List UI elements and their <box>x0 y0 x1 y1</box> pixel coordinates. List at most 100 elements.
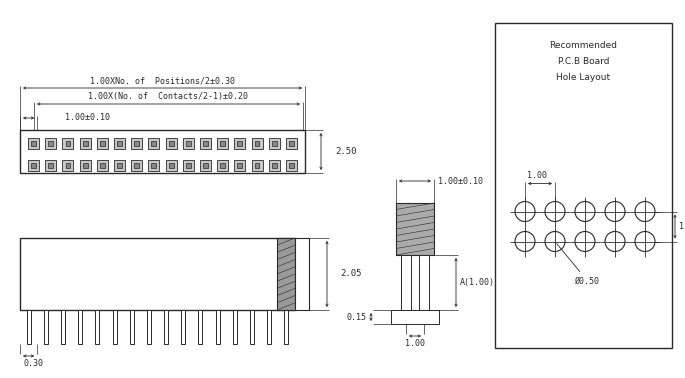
Bar <box>169 163 173 168</box>
Bar <box>183 160 194 171</box>
Bar <box>238 141 242 146</box>
Text: 1.00±0.10: 1.00±0.10 <box>65 113 110 122</box>
Bar <box>151 163 156 168</box>
Bar <box>78 310 82 344</box>
Bar <box>44 310 48 344</box>
Bar <box>164 310 168 344</box>
Text: 1.00XNo. of  Positions/2±0.30: 1.00XNo. of Positions/2±0.30 <box>90 76 235 85</box>
Bar <box>267 310 271 344</box>
Bar <box>27 310 31 344</box>
Bar <box>203 163 208 168</box>
Bar <box>250 310 254 344</box>
Bar <box>166 160 177 171</box>
Bar <box>284 310 288 344</box>
Text: 1.00±0.10: 1.00±0.10 <box>438 177 483 186</box>
Bar <box>134 141 139 146</box>
Text: P.C.B Board: P.C.B Board <box>558 56 609 65</box>
Text: 1.00: 1.00 <box>405 339 425 347</box>
Bar <box>186 163 190 168</box>
Bar <box>83 163 88 168</box>
Bar <box>251 138 262 149</box>
Bar <box>251 160 262 171</box>
Bar <box>62 138 73 149</box>
Bar <box>147 310 151 344</box>
Bar <box>79 138 90 149</box>
Bar <box>221 163 225 168</box>
Bar <box>272 163 277 168</box>
Bar <box>269 160 279 171</box>
Bar <box>20 238 295 310</box>
Bar <box>277 238 295 310</box>
Bar <box>134 163 139 168</box>
Text: A(1.00): A(1.00) <box>460 278 495 287</box>
Bar <box>151 141 156 146</box>
Bar <box>238 163 242 168</box>
Bar <box>114 160 125 171</box>
Bar <box>62 160 73 171</box>
Text: 1.00: 1.00 <box>527 171 547 180</box>
Bar <box>49 141 53 146</box>
Text: 2.50: 2.50 <box>335 147 356 156</box>
Text: 0.30: 0.30 <box>24 358 44 367</box>
Bar <box>234 160 245 171</box>
Bar <box>286 160 297 171</box>
Text: Ø0.50: Ø0.50 <box>557 244 600 285</box>
Bar <box>272 141 277 146</box>
Bar <box>149 138 160 149</box>
Bar <box>186 141 190 146</box>
Bar <box>45 138 56 149</box>
Bar <box>289 163 294 168</box>
Bar <box>396 203 434 255</box>
Text: Hole Layout: Hole Layout <box>556 73 610 82</box>
Bar <box>166 138 177 149</box>
Bar <box>97 160 108 171</box>
Bar <box>132 138 142 149</box>
Text: 1.00: 1.00 <box>679 222 685 231</box>
Bar <box>200 160 211 171</box>
Bar <box>419 255 429 310</box>
Bar <box>66 163 71 168</box>
Bar <box>295 238 309 310</box>
Bar <box>183 138 194 149</box>
Bar <box>169 141 173 146</box>
Bar <box>95 310 99 344</box>
Bar <box>83 141 88 146</box>
Text: Recommended: Recommended <box>549 40 617 50</box>
Bar <box>221 141 225 146</box>
Bar <box>289 141 294 146</box>
Bar <box>20 130 305 173</box>
Bar <box>255 163 260 168</box>
Bar <box>117 163 122 168</box>
Bar <box>32 141 36 146</box>
Bar <box>66 141 71 146</box>
Bar <box>233 310 237 344</box>
Bar <box>391 310 439 324</box>
Bar <box>45 160 56 171</box>
Bar <box>117 141 122 146</box>
Bar <box>495 23 672 348</box>
Text: 1.00X(No. of  Contacts/2-1)±0.20: 1.00X(No. of Contacts/2-1)±0.20 <box>88 93 249 102</box>
Text: 0.15: 0.15 <box>347 313 367 322</box>
Bar <box>100 163 105 168</box>
Bar <box>49 163 53 168</box>
Bar <box>217 138 228 149</box>
Bar <box>28 138 39 149</box>
Bar <box>200 138 211 149</box>
Bar <box>182 310 185 344</box>
Bar <box>255 141 260 146</box>
Bar <box>234 138 245 149</box>
Bar <box>216 310 220 344</box>
Bar <box>132 160 142 171</box>
Bar <box>199 310 203 344</box>
Bar <box>401 255 411 310</box>
Bar <box>149 160 160 171</box>
Bar <box>61 310 65 344</box>
Bar <box>269 138 279 149</box>
Bar <box>112 310 116 344</box>
Bar <box>32 163 36 168</box>
Text: 2.05: 2.05 <box>340 270 362 279</box>
Bar <box>129 310 134 344</box>
Bar <box>79 160 90 171</box>
Bar <box>217 160 228 171</box>
Bar <box>28 160 39 171</box>
